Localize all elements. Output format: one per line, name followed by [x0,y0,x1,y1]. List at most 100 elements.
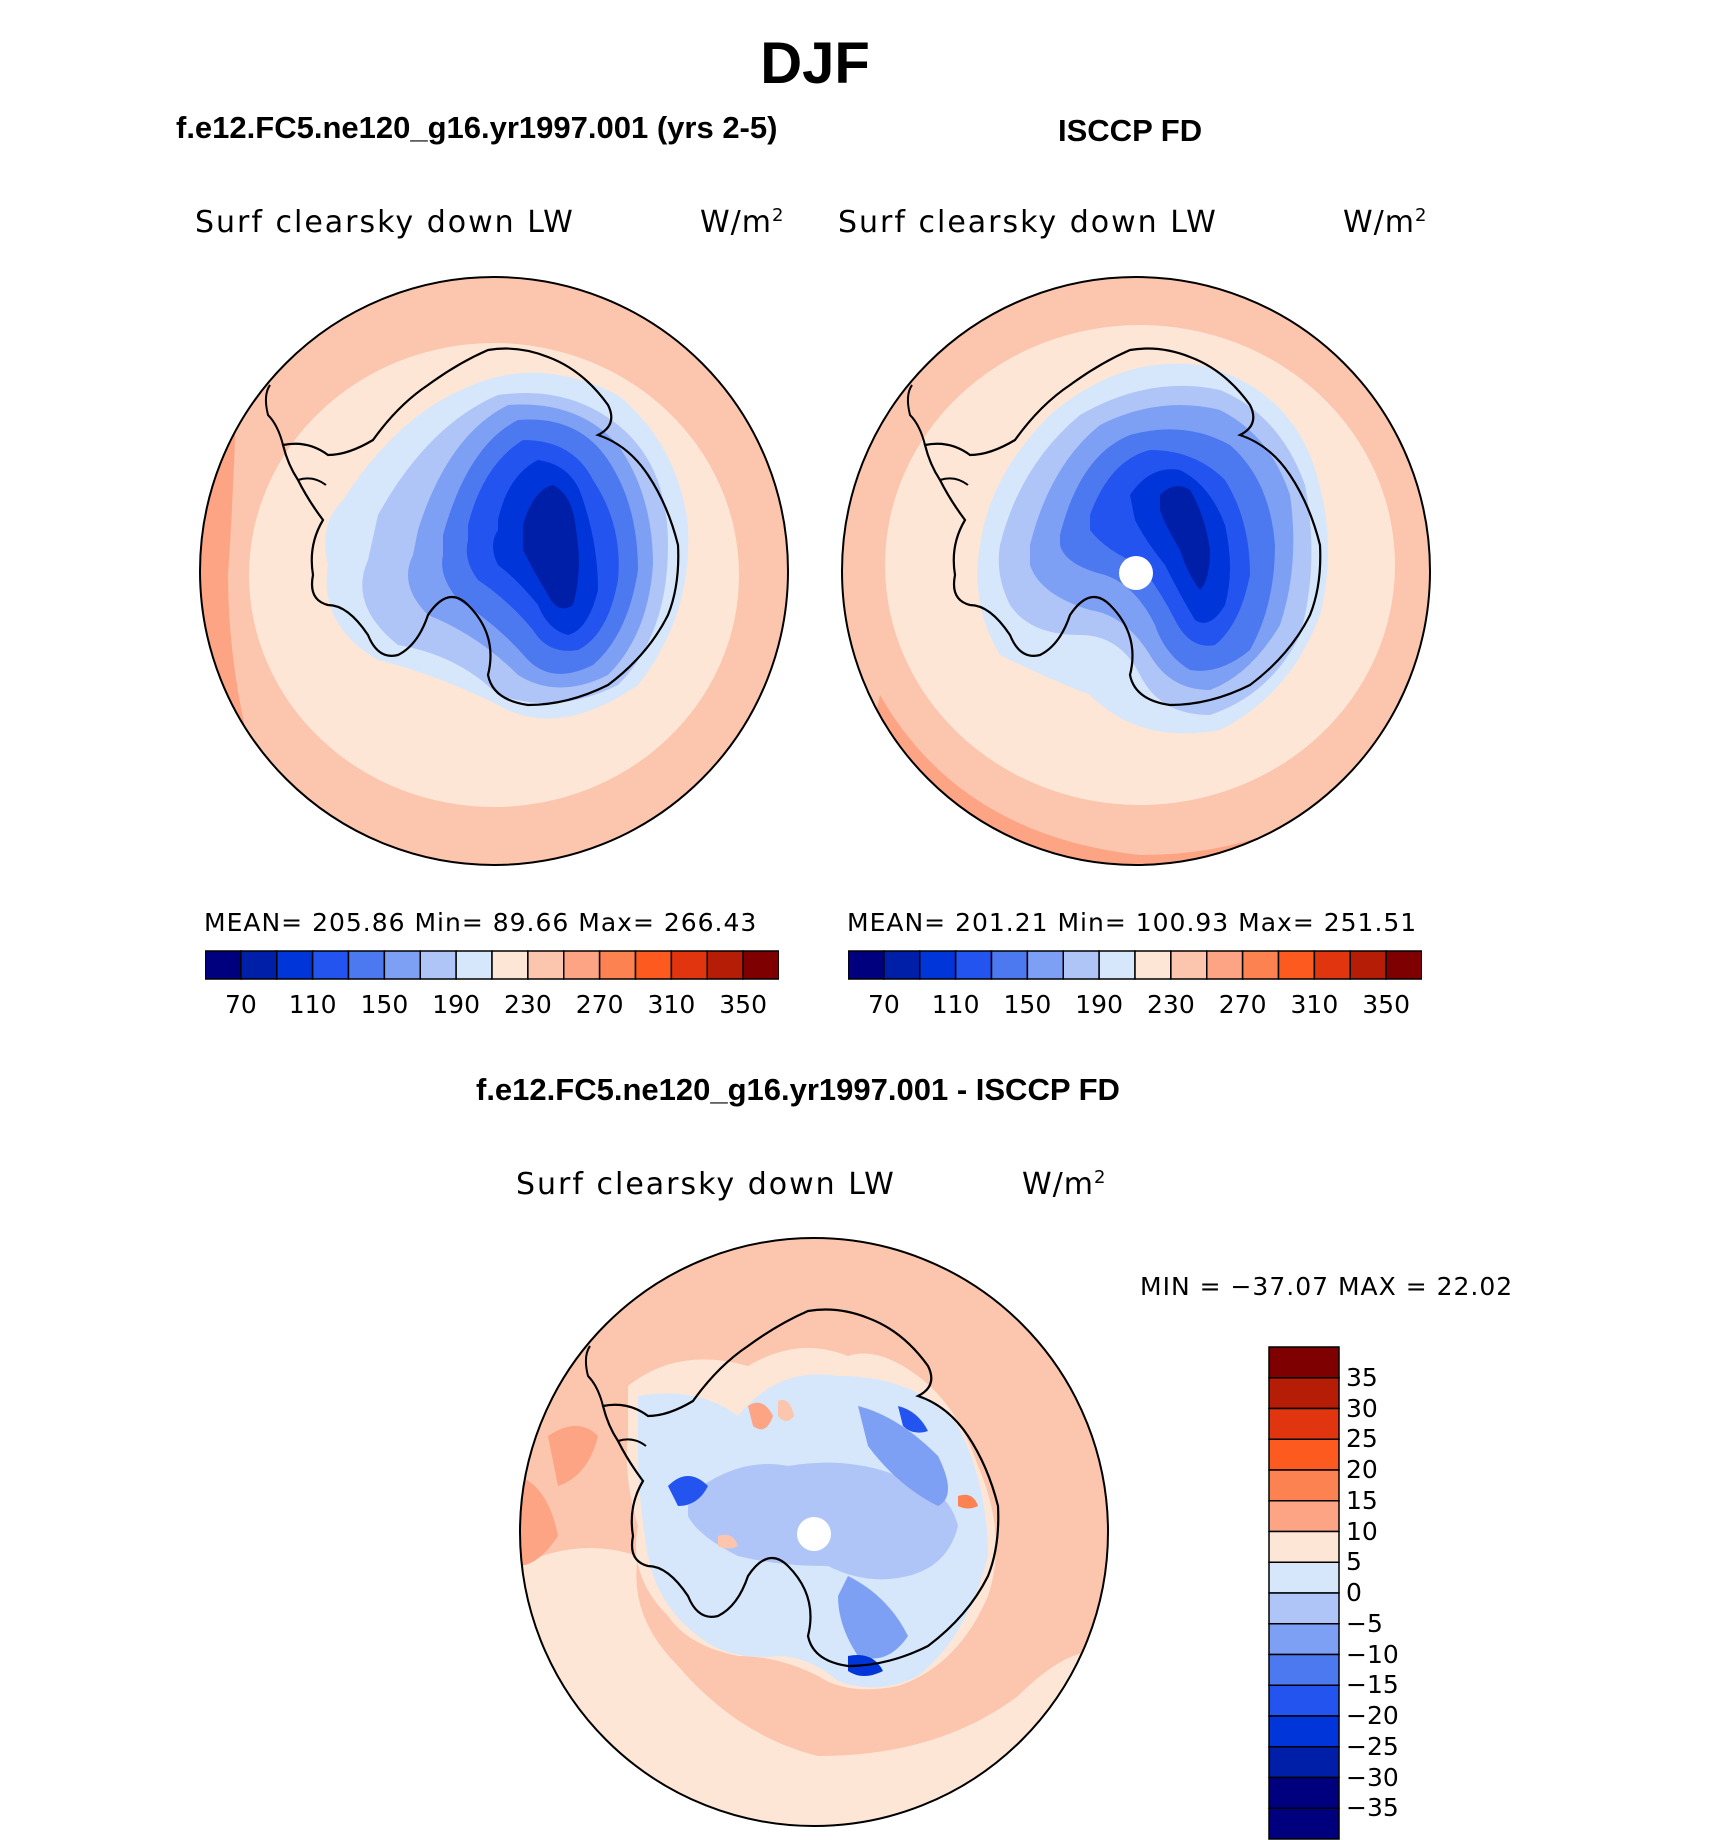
panel1-colorbar-swatch [706,950,744,980]
panel3-colorbar-tick-label: 35 [1346,1362,1378,1392]
panel1-stats: MEAN= 205.86 Min= 89.66 Max= 266.43 [204,908,758,937]
panel2-colorbar-swatch [1026,950,1064,980]
panel1-colorbar-tick-label: 190 [432,990,480,1019]
panel1-colorbar-swatch [598,950,637,980]
panel2-colorbar-swatch [883,950,921,980]
panel2-colorbar-tick-label: 230 [1147,990,1195,1019]
panel2-pole-missing-marker [1119,556,1153,590]
panel2-colorbar-swatch [990,950,1029,980]
panel1-colorbar-swatch [419,950,457,980]
panel3-pole-missing-marker [797,1517,831,1551]
panel1-colorbar-swatch [455,950,493,980]
panel3-colorbar-tick-label: 5 [1346,1547,1362,1577]
panel1-colorbar-swatch [276,950,314,980]
panel3-colorbar-swatch [1268,1653,1340,1686]
panel3-colorbar-swatch [1268,1592,1340,1625]
panel3-colorbar-swatch [1268,1377,1340,1410]
panel1-units: W/m2 [700,205,785,240]
panel1-colorbar-swatch [240,950,278,980]
panel3-colorbar-swatch [1268,1684,1340,1717]
panel3-colorbar-tick-label: 25 [1346,1424,1378,1454]
panel1-colorbar-tick-label: 310 [647,990,696,1019]
panel2-colorbar-swatch [1062,950,1100,980]
panel2-colorbar-swatch [848,950,885,980]
panel1-colorbar-swatch [347,950,386,980]
panel1-colorbar-swatch [634,950,673,980]
panel3-colorbar-swatch [1268,1346,1340,1379]
panel3-variable-label: Surf clearsky down LW [516,1167,896,1202]
panel2-polar-map [841,276,1431,866]
panel3-colorbar-tick-label: 10 [1346,1516,1378,1546]
panel1-colorbar-tick-label: 70 [224,990,257,1019]
panel1-colorbar [205,950,779,980]
panel3-colorbar-swatch [1268,1438,1340,1471]
panel3-colorbar-swatch [1268,1407,1340,1440]
panel1-colorbar-swatch [527,950,565,980]
panel3-colorbar-tick-label: −10 [1346,1639,1399,1669]
panel1-colorbar-swatch [383,950,421,980]
panel2-colorbar-tick-label: 350 [1362,990,1410,1019]
panel3-colorbar-tick-label: −35 [1346,1793,1399,1823]
panel1-colorbar-tick-label: 150 [360,990,409,1019]
panel2-colorbar-tick-label: 310 [1290,990,1339,1019]
panel2-colorbar-swatch [1385,950,1422,980]
panel2-colorbar-tick-label: 190 [1075,990,1123,1019]
panel1-polar-map [199,276,789,866]
panel1-colorbar-swatch [563,950,601,980]
panel3-colorbar-swatch [1268,1530,1340,1563]
panel2-colorbar-tick-label: 70 [867,990,900,1019]
panel2-colorbar-swatch [1241,950,1280,980]
panel2-colorbar-swatch [1134,950,1172,980]
panel1-title: f.e12.FC5.ne120_g16.yr1997.001 (yrs 2-5) [176,110,778,145]
panel2-colorbar-swatch [954,950,993,980]
panel2-stats: MEAN= 201.21 Min= 100.93 Max= 251.51 [847,908,1418,937]
panel1-colorbar-swatch [311,950,350,980]
panel2-colorbar-swatch [1206,950,1244,980]
panel3-colorbar-tick-label: −25 [1346,1731,1399,1761]
panel3-colorbar-swatch [1268,1715,1340,1748]
panel3-colorbar-labels: 35 30 25 20 15 10 5 0 −5 −10 −15 −20 −25 −30 −35 [1346,1346,1466,1840]
panel2-colorbar-swatch [1349,950,1387,980]
panel2-colorbar-swatch [1277,950,1316,980]
panel3-colorbar-tick-label: 15 [1346,1485,1378,1515]
panel3-colorbar-swatch [1268,1469,1340,1502]
panel3-colorbar-tick-label: 30 [1346,1393,1378,1423]
panel3-colorbar-swatch [1268,1776,1340,1809]
panel3-colorbar-tick-label: −30 [1346,1762,1399,1792]
panel3-colorbar-tick-label: −5 [1346,1608,1383,1638]
panel3-stats: MIN = −37.07 MAX = 22.02 [1140,1272,1514,1301]
panel3-colorbar-swatch [1268,1500,1340,1533]
panel1-colorbar-swatch [742,950,779,980]
panel3-polar-map [519,1237,1109,1827]
panel3-colorbar-swatch [1268,1561,1340,1594]
panel2-title: ISCCP FD [1058,113,1203,148]
panel3-colorbar-swatch [1268,1746,1340,1779]
panel2-colorbar-tick-label: 110 [931,990,980,1019]
panel2-colorbar-labels: 70 110 150 190 230 270 310 350 [848,990,1422,1022]
panel1-colorbar-labels: 70 110 150 190 230 270 310 350 [205,990,779,1022]
panel2-units: W/m2 [1343,205,1428,240]
panel3-colorbar-swatch [1268,1807,1340,1840]
panel3-colorbar-tick-label: 20 [1346,1455,1378,1484]
panel2-colorbar-swatch [1098,950,1136,980]
panel2-colorbar-tick-label: 150 [1003,990,1052,1019]
panel3-title: f.e12.FC5.ne120_g16.yr1997.001 - ISCCP F… [476,1072,1120,1107]
panel3-colorbar-swatch [1268,1623,1340,1656]
panel1-colorbar-tick-label: 350 [719,990,767,1019]
panel2-colorbar-tick-label: 270 [1218,990,1267,1019]
panel2-variable-label: Surf clearsky down LW [838,205,1218,240]
panel1-colorbar-tick-label: 110 [288,990,337,1019]
panel1-colorbar-swatch [491,950,529,980]
page-title: DJF [760,31,870,96]
panel1-colorbar-swatch [670,950,708,980]
panel1-colorbar-tick-label: 270 [575,990,624,1019]
panel3-colorbar-tick-label: −20 [1346,1701,1399,1730]
panel1-colorbar-swatch [205,950,242,980]
panel2-colorbar-swatch [919,950,957,980]
panel3-units: W/m2 [1022,1167,1107,1202]
panel2-colorbar-swatch [1170,950,1208,980]
panel2-colorbar-swatch [1313,950,1351,980]
panel1-colorbar-tick-label: 230 [504,990,552,1019]
panel3-colorbar [1268,1346,1340,1840]
panel2-colorbar [848,950,1422,980]
